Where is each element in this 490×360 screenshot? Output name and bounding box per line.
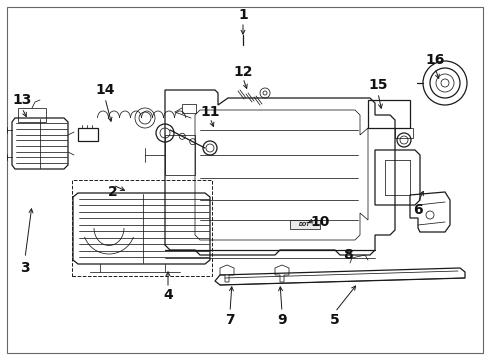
Text: 2: 2	[108, 185, 118, 199]
Text: 10: 10	[310, 215, 330, 229]
Bar	[165, 135, 195, 175]
Bar	[182, 104, 196, 113]
Text: 16: 16	[425, 53, 445, 67]
Text: 12: 12	[233, 65, 253, 79]
Text: 13: 13	[12, 93, 32, 107]
Text: 15: 15	[368, 78, 388, 92]
Text: 9: 9	[277, 313, 287, 327]
Bar	[78, 128, 98, 141]
Bar	[395, 128, 413, 138]
Text: 8: 8	[343, 248, 353, 262]
Text: 1: 1	[238, 8, 248, 22]
Text: 7: 7	[225, 313, 235, 327]
Text: DOT: DOT	[299, 222, 311, 227]
Bar	[290, 220, 320, 229]
Text: 4: 4	[163, 288, 173, 302]
Text: 11: 11	[200, 105, 220, 119]
Bar	[368, 100, 410, 128]
Bar	[72, 180, 212, 276]
Text: 14: 14	[95, 83, 115, 97]
Bar	[18, 108, 46, 122]
Text: 3: 3	[20, 261, 30, 275]
Text: 5: 5	[330, 313, 340, 327]
Text: 6: 6	[413, 203, 423, 217]
